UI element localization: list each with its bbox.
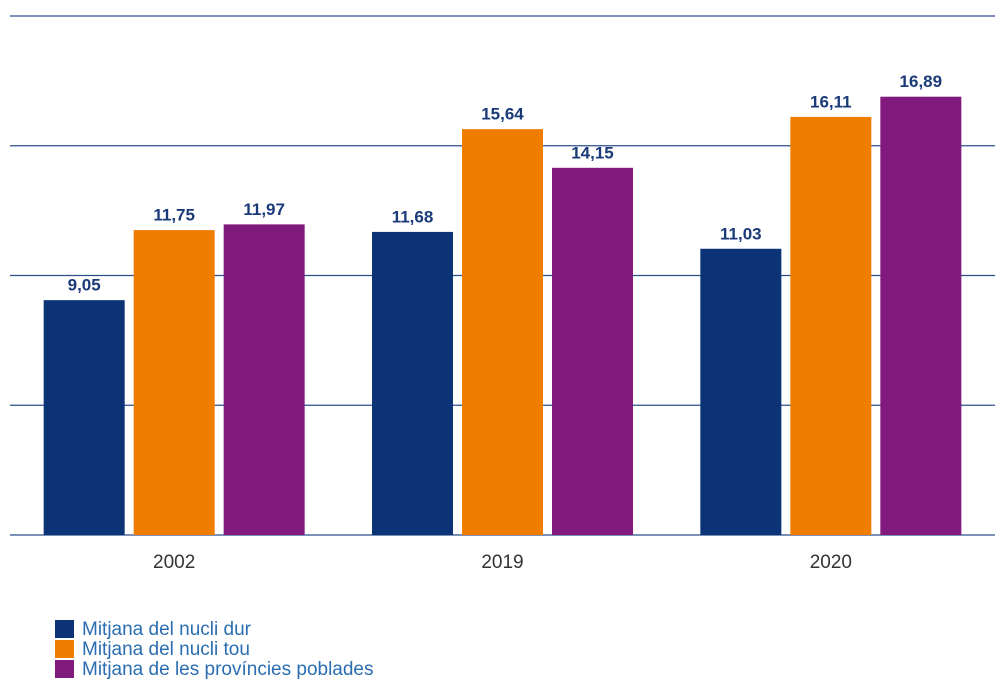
x-tick-label: 2019 [481,552,523,573]
x-tick-label: 2020 [810,552,852,573]
data-label: 16,89 [900,72,943,91]
legend-label: Mitjana del nucli tou [82,639,250,660]
data-label: 9,05 [68,276,101,295]
bar [700,248,782,536]
legend-swatch [55,640,74,658]
bar [372,231,453,536]
data-label: 11,68 [392,207,434,226]
bar [790,116,872,536]
data-label: 14,15 [571,143,614,162]
x-tick-label: 2002 [153,552,195,573]
bar [43,300,125,535]
bar [552,167,633,535]
legend-label: Mitjana de les províncies poblades [82,659,374,680]
bar [880,96,962,535]
bar [133,230,215,535]
legend-swatch [55,660,74,678]
data-label: 11,75 [153,206,195,225]
data-label: 11,97 [243,200,285,219]
bar [223,224,305,536]
legend-swatch [55,620,74,638]
data-label: 15,64 [481,105,524,124]
legend-label: Mitjana del nucli dur [82,619,252,640]
data-label: 16,11 [810,92,852,111]
bar [462,129,543,535]
data-label: 11,03 [720,224,762,243]
